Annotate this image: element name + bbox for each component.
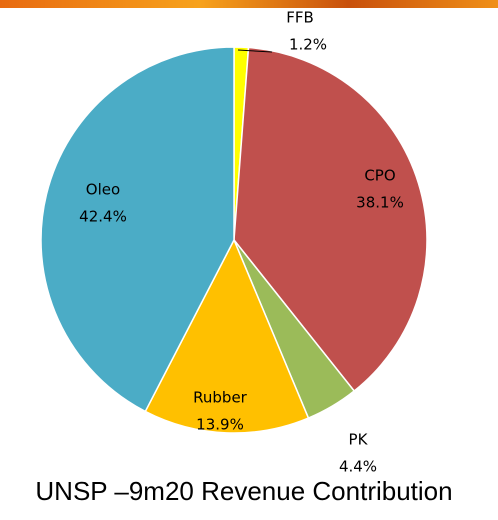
leader-line bbox=[237, 49, 273, 53]
slice-label: CPO bbox=[364, 167, 395, 185]
slice-label: PK bbox=[349, 431, 369, 449]
slice-value-label: 4.4% bbox=[339, 458, 377, 476]
slice-value-label: 13.9% bbox=[196, 416, 244, 434]
header-band bbox=[0, 0, 498, 8]
pie-slice bbox=[40, 46, 235, 413]
slice-value-label: 42.4% bbox=[79, 208, 127, 226]
slice-value-label: 38.1% bbox=[356, 194, 404, 212]
slice-label: FFB bbox=[286, 9, 314, 27]
pie bbox=[40, 46, 428, 434]
pie-slice bbox=[233, 46, 428, 393]
pie-slice bbox=[144, 238, 310, 434]
slice-label: Oleo bbox=[86, 181, 120, 199]
slice-label: Rubber bbox=[193, 389, 248, 407]
chart-title: UNSP –9m20 Revenue Contribution bbox=[35, 476, 452, 506]
slice-value-label: 1.2% bbox=[289, 36, 327, 54]
